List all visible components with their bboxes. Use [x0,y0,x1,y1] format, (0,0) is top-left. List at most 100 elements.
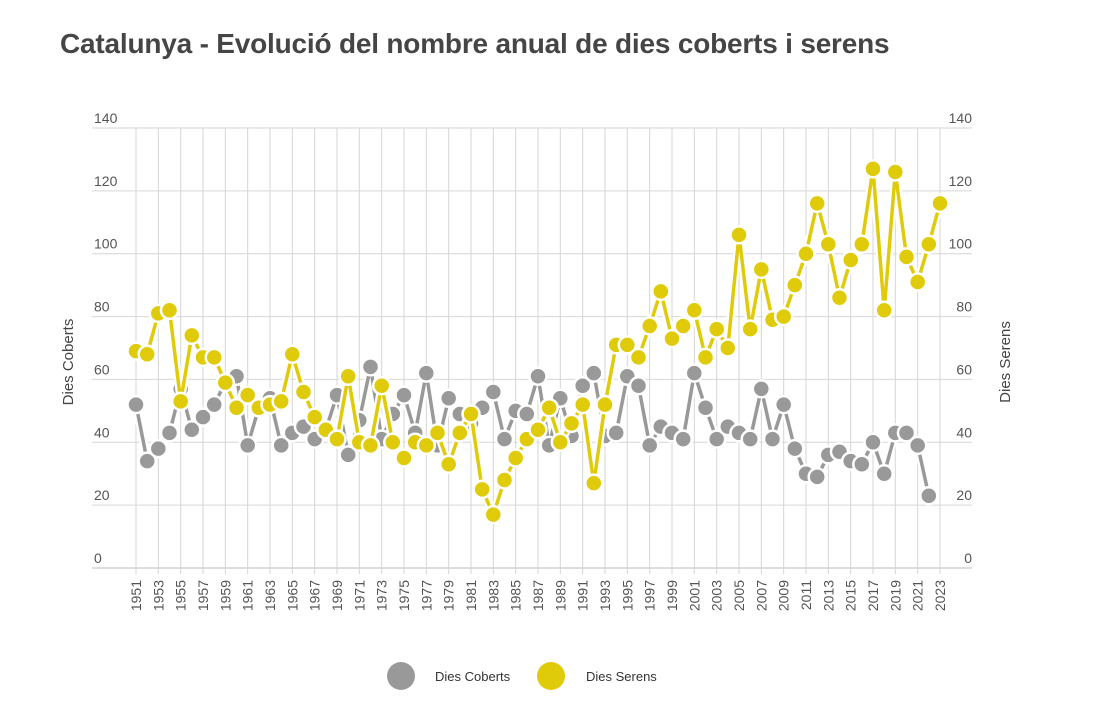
data-point-dies-coberts-2012 [807,467,827,487]
data-point-dies-serens-2013 [818,234,839,255]
data-point-dies-coberts-1986 [517,404,537,424]
x-tick-label: 1971 [351,580,367,611]
data-point-dies-coberts-1987 [528,366,548,387]
data-point-dies-serens-2023 [930,193,950,214]
x-tick-label: 2023 [932,580,948,611]
x-tick-label: 2001 [686,580,702,611]
legend-marker-dies-coberts [387,662,415,690]
data-point-dies-serens-2009 [773,306,794,327]
data-point-dies-coberts-1979 [438,388,459,409]
data-point-dies-coberts-2006 [740,429,760,449]
x-tick-label: 1991 [575,580,591,611]
data-point-dies-coberts-1984 [494,429,515,449]
data-point-dies-serens-2001 [684,300,705,321]
data-point-dies-serens-1965 [282,344,303,365]
y-tick-right: 100 [949,236,973,252]
y-tick-right: 60 [956,361,972,377]
data-point-dies-coberts-2017 [863,432,883,453]
data-point-dies-serens-1969 [327,429,347,449]
x-tick-label: 2003 [709,580,725,611]
data-point-dies-coberts-1972 [360,357,381,377]
data-point-dies-serens-2020 [896,247,917,267]
x-tick-label: 1987 [530,580,546,611]
data-point-dies-coberts-1956 [182,419,202,440]
x-tick-label: 1995 [619,580,635,611]
data-point-dies-serens-2016 [852,234,872,255]
x-tick-label: 1989 [552,580,568,611]
data-point-dies-coberts-1983 [483,382,504,402]
x-tick-label: 2021 [910,580,926,611]
data-point-dies-coberts-1991 [572,375,593,396]
data-point-dies-serens-2022 [919,234,939,255]
x-tick-label: 1997 [642,580,658,611]
y-axis-ticks: 0 0 20 20 40 40 60 60 80 80 100 100 120 120 140 140 [94,110,972,566]
data-point-dies-serens-1992 [584,473,604,493]
x-tick-label: 1999 [664,580,680,611]
y-tick-right: 120 [949,173,973,189]
y-tick-left: 0 [94,550,102,566]
data-point-dies-serens-2011 [796,243,816,264]
data-point-dies-coberts-2001 [684,363,705,383]
data-point-dies-serens-2012 [807,193,827,214]
data-point-dies-serens-1979 [438,454,459,475]
data-point-dies-serens-1964 [271,391,291,412]
data-point-dies-coberts-2010 [785,438,805,459]
x-tick-label: 1993 [597,580,613,611]
data-point-dies-coberts-1954 [159,423,180,443]
data-point-dies-coberts-1951 [126,394,146,415]
data-point-dies-coberts-2002 [695,397,716,418]
x-tick-label: 1961 [240,580,256,611]
y-tick-left: 140 [94,110,118,126]
x-tick-label: 1977 [418,580,434,611]
x-tick-label: 1957 [195,580,211,611]
data-point-dies-serens-2004 [718,338,738,358]
data-point-dies-serens-1981 [461,404,481,424]
data-point-dies-serens-1974 [383,432,403,453]
data-point-dies-serens-1952 [137,344,157,365]
data-point-dies-coberts-2009 [773,394,794,415]
y-axis-label-left: Dies Coberts [60,319,77,406]
data-point-dies-serens-1966 [293,382,314,402]
data-point-dies-serens-2010 [785,275,805,295]
data-point-dies-coberts-1953 [148,438,169,459]
data-point-dies-serens-2017 [863,159,883,179]
data-point-dies-serens-1999 [662,328,682,349]
data-point-dies-serens-1978 [427,423,448,443]
x-tick-label: 1953 [150,580,166,611]
y-tick-left: 80 [94,299,110,315]
x-tick-label: 1959 [217,580,233,611]
y-tick-right: 20 [956,487,972,503]
y-tick-left: 60 [94,361,110,377]
data-point-dies-serens-1985 [505,448,526,468]
data-point-dies-coberts-2003 [706,429,727,449]
x-tick-label: 1969 [329,580,345,611]
x-axis-ticks: 1951 1953 1955 1957 1959 1961 1963 1965 1967 1969… [128,580,948,611]
data-point-dies-serens-1972 [360,435,381,456]
data-point-dies-coberts-2018 [874,463,894,484]
data-point-dies-coberts-2016 [852,454,872,475]
y-tick-left: 20 [94,487,110,503]
data-point-dies-serens-1975 [394,448,414,468]
data-point-dies-coberts-1957 [193,407,213,427]
data-point-dies-serens-2007 [751,259,772,280]
data-point-dies-serens-1987 [528,419,548,440]
data-point-dies-serens-2015 [840,250,861,270]
data-point-dies-serens-1998 [651,281,671,302]
chart-title: Catalunya - Evolució del nombre anual de… [60,28,890,59]
data-point-dies-coberts-1977 [416,363,437,383]
data-point-dies-serens-1982 [472,479,492,500]
data-point-dies-serens-1955 [170,391,191,412]
x-tick-label: 1955 [173,580,189,611]
x-tick-label: 1967 [307,580,323,611]
x-tick-label: 2013 [820,580,836,611]
data-point-dies-serens-2003 [706,319,727,339]
x-tick-label: 1963 [262,580,278,611]
data-point-dies-serens-2019 [885,162,906,182]
data-point-dies-serens-2021 [907,272,928,292]
y-axis-label-right: Dies Serens [997,321,1014,403]
x-tick-label: 1975 [396,580,412,611]
data-point-dies-serens-1988 [539,397,559,418]
x-tick-label: 1965 [284,580,300,611]
data-point-dies-serens-1956 [182,325,202,346]
x-tick-label: 1979 [441,580,457,611]
